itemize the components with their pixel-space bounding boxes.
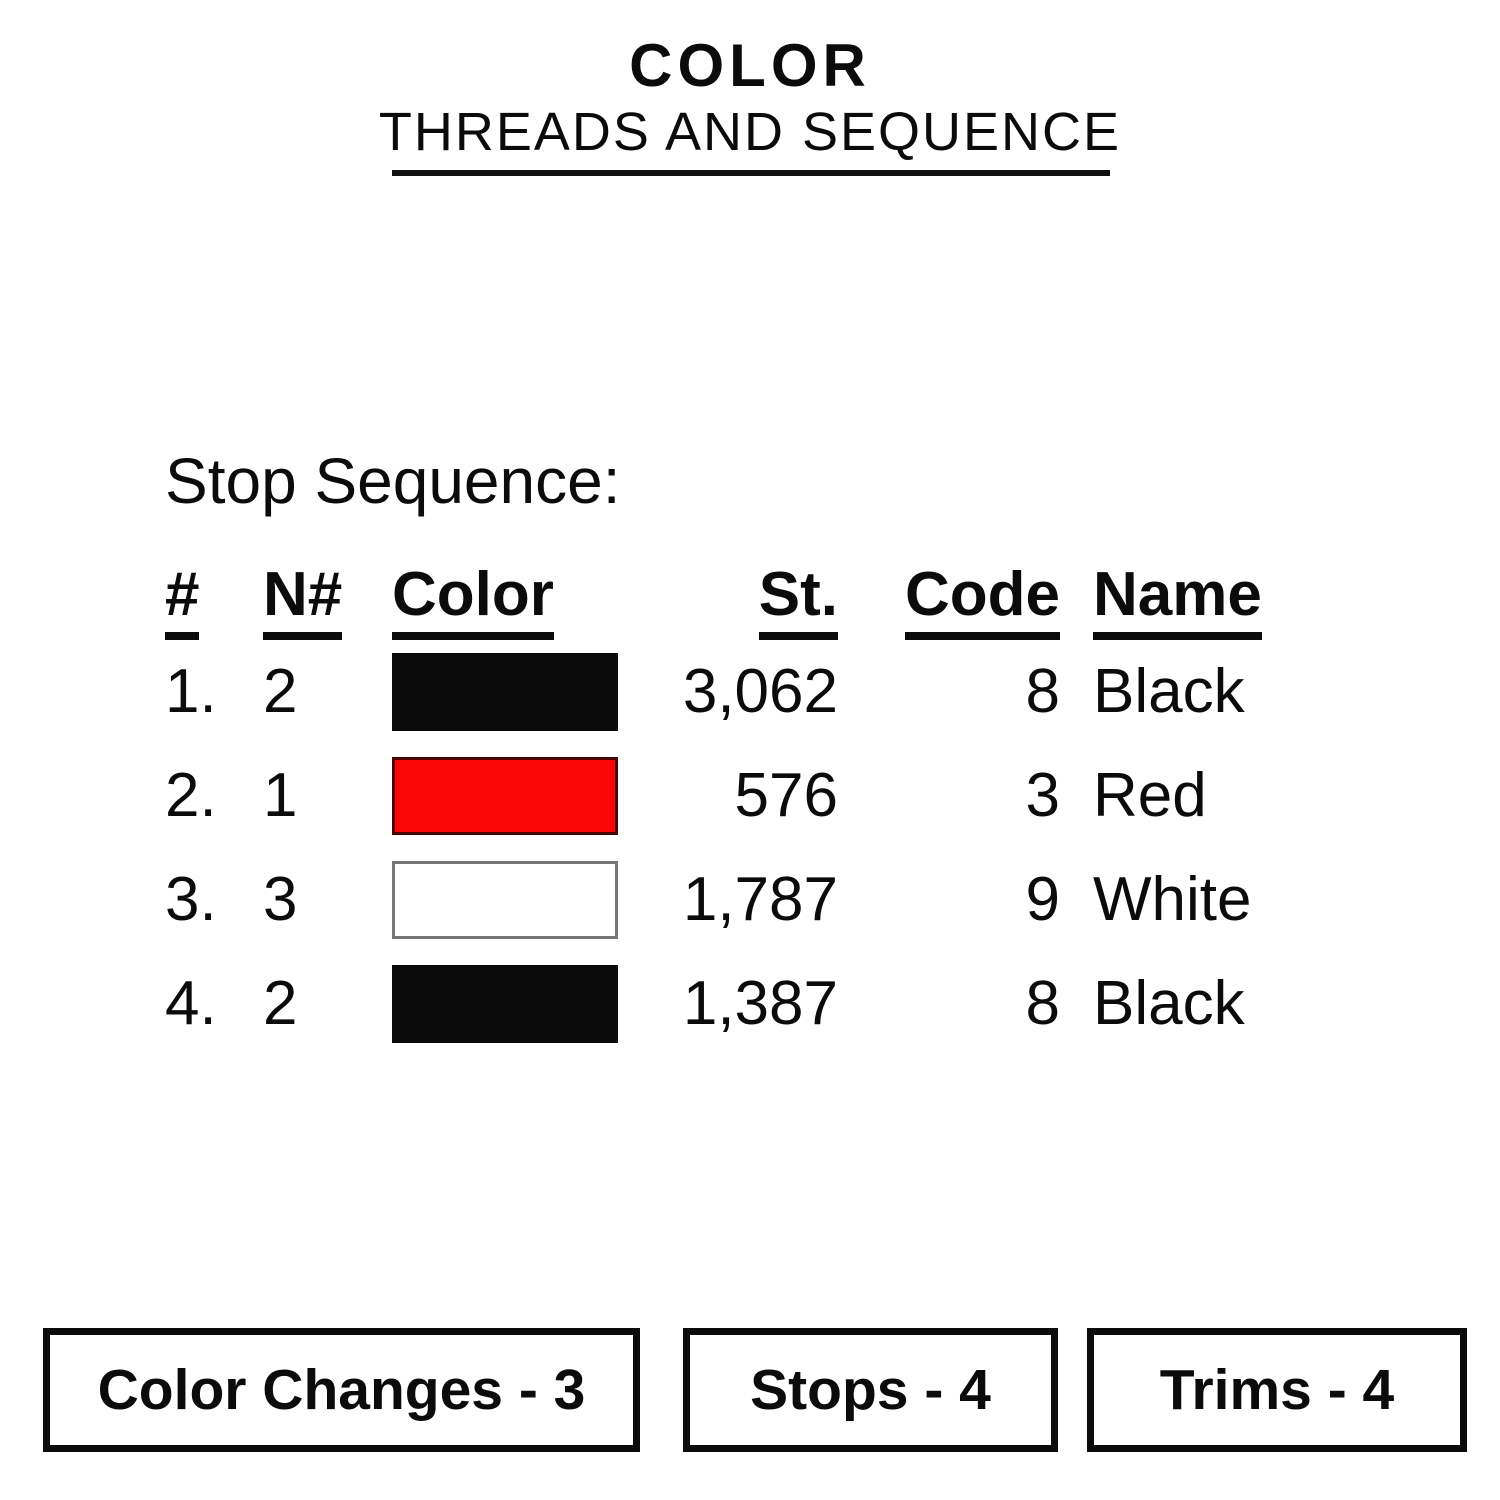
stop-sequence-heading: Stop Sequence: (165, 445, 621, 517)
color-swatch-cell (392, 653, 622, 731)
stitch-count-cell: 576 (734, 761, 838, 830)
color-changes-box: Color Changes - 3 (43, 1328, 640, 1452)
stop-number-cell: 4. (165, 969, 217, 1038)
needle-number-cell: 2 (263, 969, 298, 1038)
column-header-number: # (165, 564, 263, 640)
stop-number-cell: 2. (165, 761, 217, 830)
column-header-color: Color (392, 564, 622, 640)
table-header-row: # N# Color St. Code Name (165, 544, 1335, 640)
stop-number-cell: 3. (165, 865, 217, 934)
column-header-needle: N# (263, 564, 392, 640)
color-name-cell: Black (1093, 969, 1245, 1038)
table-row: 4. 2 1,387 8 Black (165, 952, 1335, 1056)
stitch-count-cell: 1,387 (682, 969, 838, 1038)
column-header-code: Code (838, 564, 1060, 640)
color-swatch (392, 757, 618, 835)
stitch-count-cell: 1,787 (682, 865, 838, 934)
code-cell: 3 (1025, 761, 1060, 830)
code-cell: 9 (1025, 865, 1060, 934)
color-swatch (392, 965, 618, 1043)
color-swatch-cell (392, 965, 622, 1043)
color-changes-label: Color Changes - 3 (97, 1357, 586, 1422)
color-name-cell: Black (1093, 657, 1245, 726)
color-name-cell: White (1093, 865, 1252, 934)
table-row: 3. 3 1,787 9 White (165, 848, 1335, 952)
page-subtitle: THREADS AND SEQUENCE (378, 102, 1122, 162)
needle-number-cell: 1 (263, 761, 298, 830)
table-row: 1. 2 3,062 8 Black (165, 640, 1335, 744)
needle-number-cell: 2 (263, 657, 298, 726)
title-underline (392, 170, 1110, 176)
stops-box: Stops - 4 (683, 1328, 1058, 1452)
color-swatch (392, 861, 618, 939)
needle-number-cell: 3 (263, 865, 298, 934)
color-swatch-cell (392, 757, 622, 835)
stitch-count-cell: 3,062 (682, 657, 838, 726)
page-title: COLOR (629, 32, 871, 99)
trims-box: Trims - 4 (1087, 1328, 1467, 1452)
trims-label: Trims - 4 (1159, 1357, 1395, 1422)
column-header-name: Name (1060, 564, 1330, 640)
table-row: 2. 1 576 3 Red (165, 744, 1335, 848)
color-name-cell: Red (1093, 761, 1207, 830)
stops-label: Stops - 4 (750, 1357, 991, 1422)
color-swatch (392, 653, 618, 731)
column-header-stitches: St. (622, 564, 838, 640)
stop-sequence-table: # N# Color St. Code Name 1. 2 3,062 8 Bl… (165, 544, 1335, 1056)
code-cell: 8 (1025, 969, 1060, 1038)
color-swatch-cell (392, 861, 622, 939)
stop-number-cell: 1. (165, 657, 217, 726)
code-cell: 8 (1025, 657, 1060, 726)
